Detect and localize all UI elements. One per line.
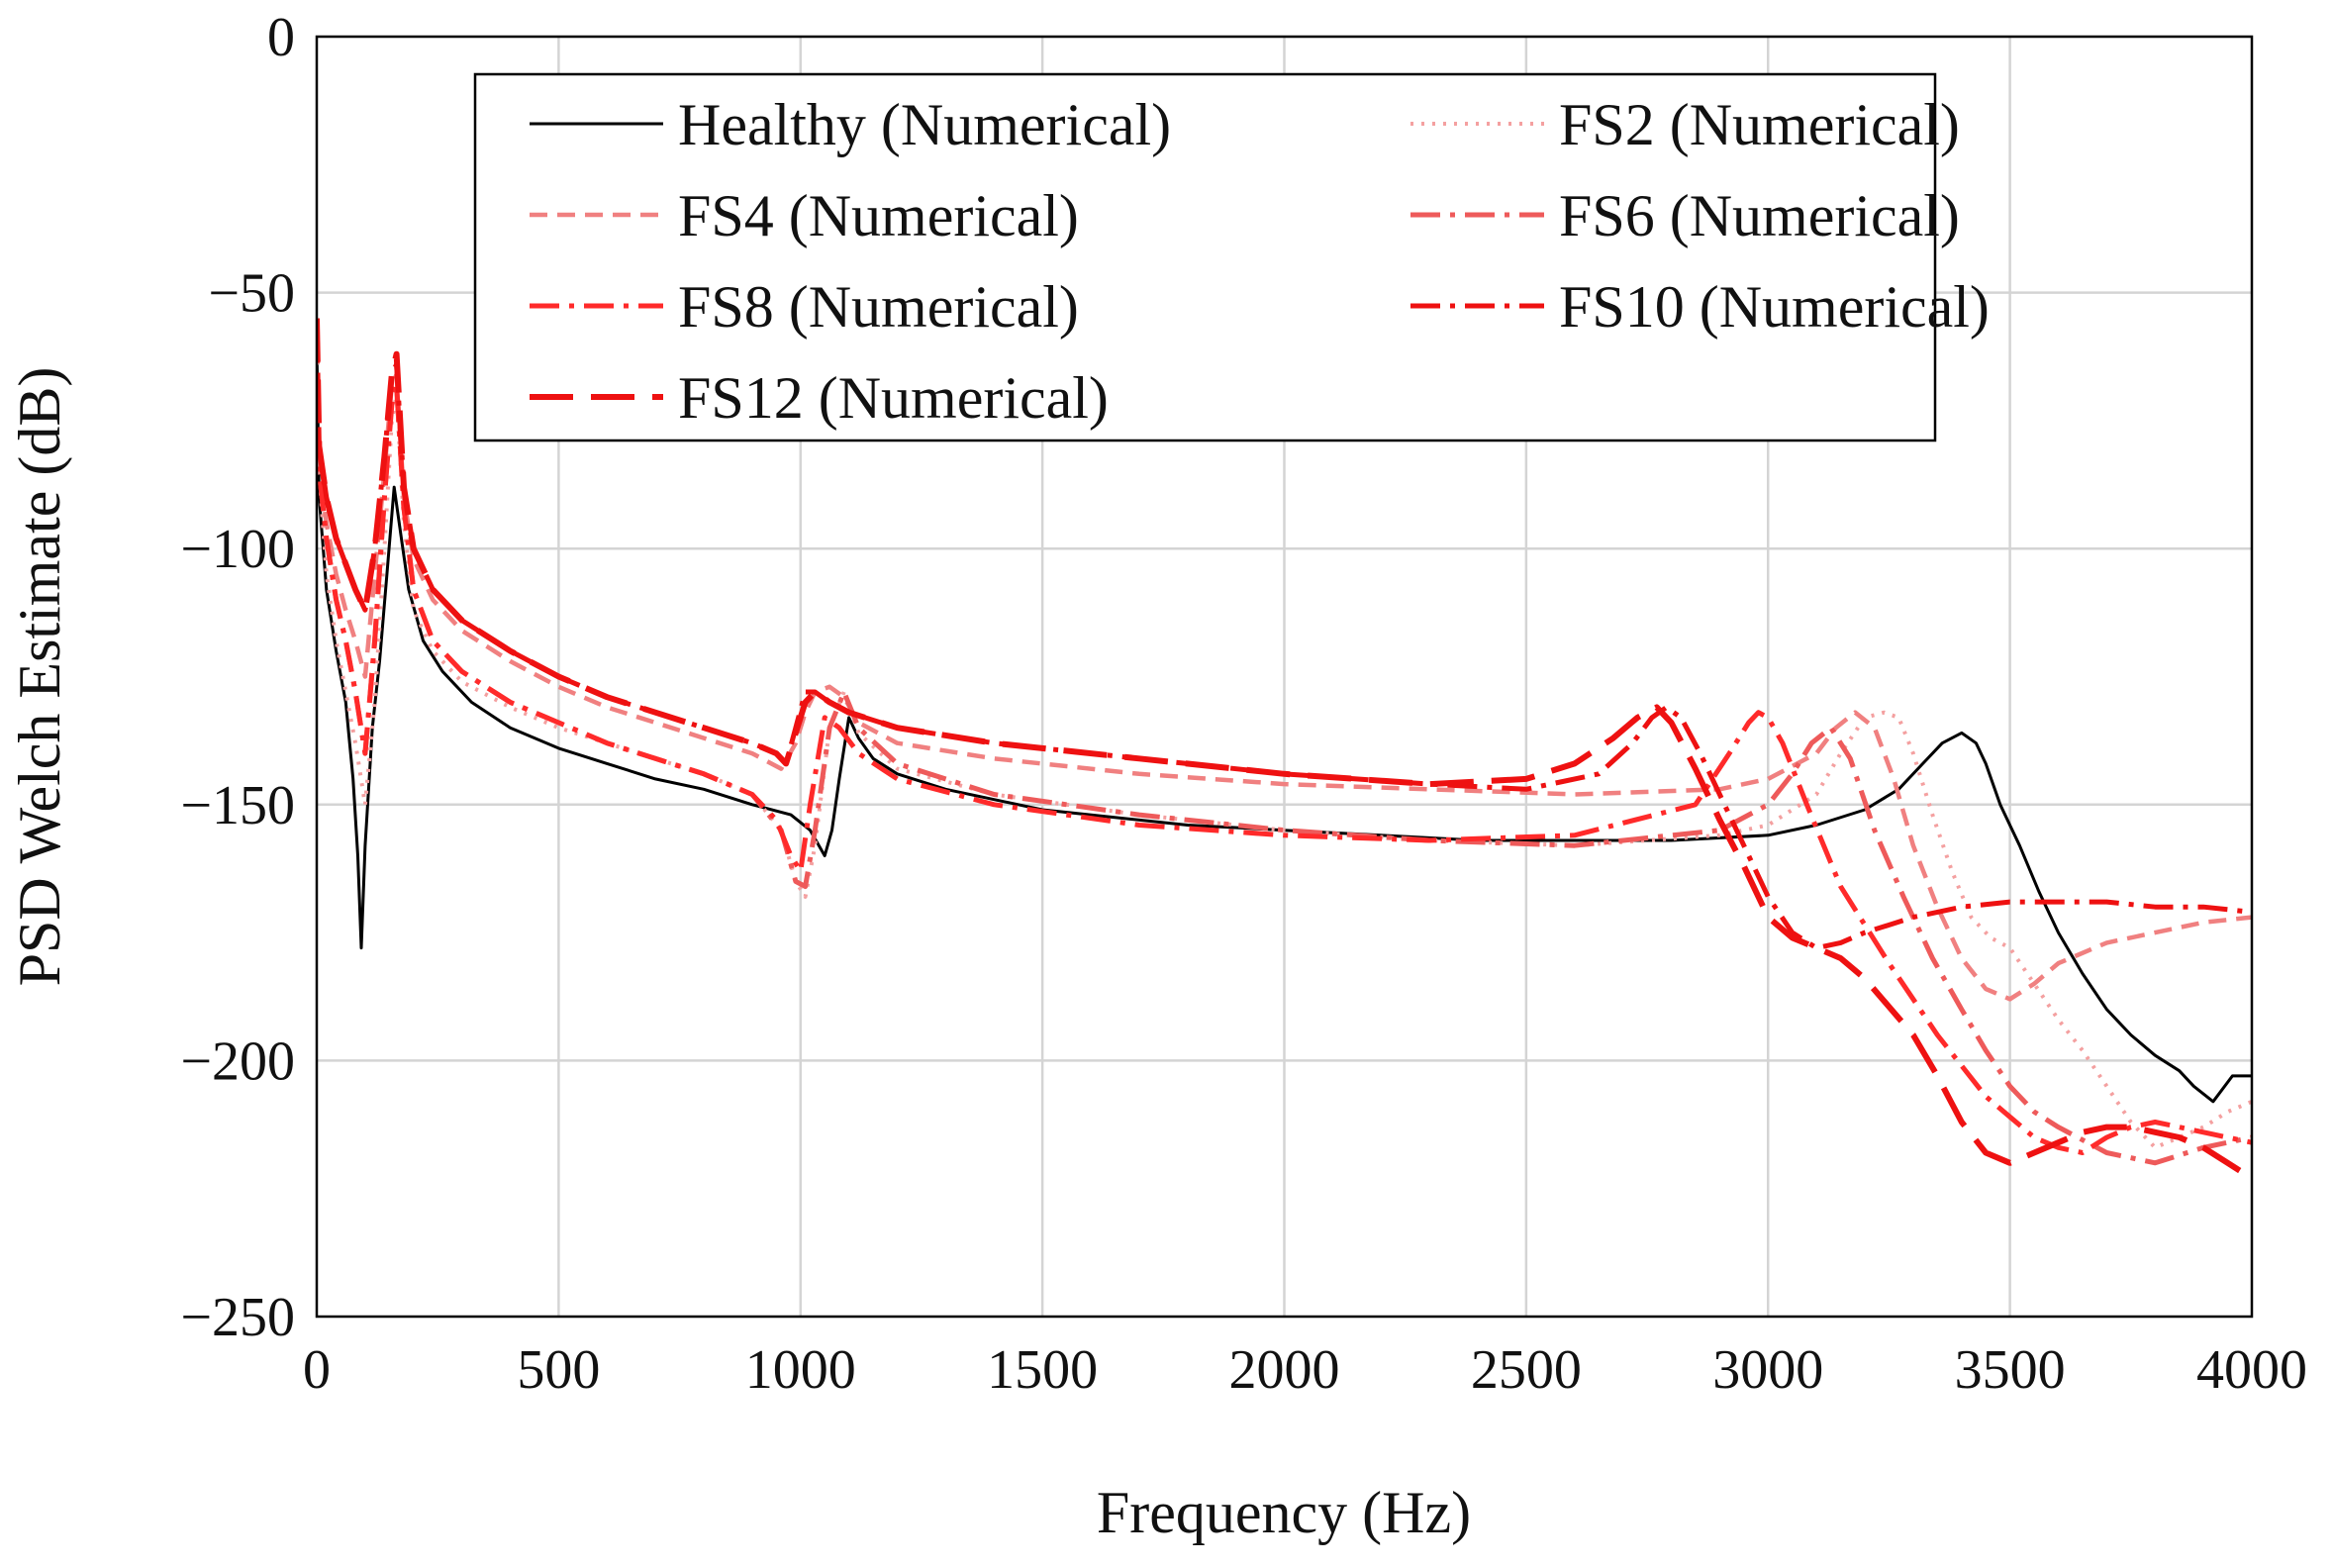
series-line-5 bbox=[317, 318, 2252, 951]
x-tick-label: 4000 bbox=[2196, 1339, 2307, 1401]
x-tick-label: 1000 bbox=[745, 1339, 856, 1401]
y-tick-label: 0 bbox=[267, 7, 295, 68]
x-tick-label: 0 bbox=[303, 1339, 331, 1401]
y-axis-label: PSD Welch Estimate (dB) bbox=[7, 367, 72, 987]
y-tick-label: −200 bbox=[180, 1030, 295, 1092]
series-layer bbox=[317, 318, 2252, 1181]
tick-labels: 0 500 1000 1500 2000 2500 3000 3500 4000 0 −50 −100… bbox=[180, 7, 2307, 1401]
legend-label-6: FS12 (Numerical) bbox=[678, 365, 1109, 431]
series-line-6 bbox=[317, 318, 2252, 1181]
legend-label-4: FS8 (Numerical) bbox=[678, 274, 1079, 340]
x-tick-label: 3500 bbox=[1955, 1339, 2066, 1401]
x-tick-label: 1500 bbox=[987, 1339, 1098, 1401]
y-tick-label: −50 bbox=[208, 263, 295, 325]
legend-label-0: Healthy (Numerical) bbox=[678, 92, 1171, 157]
x-tick-label: 500 bbox=[517, 1339, 600, 1401]
y-tick-label: −150 bbox=[180, 775, 295, 836]
y-tick-label: −250 bbox=[180, 1287, 295, 1348]
legend-label-1: FS2 (Numerical) bbox=[1559, 92, 1960, 157]
plot-frame bbox=[315, 35, 2254, 1319]
y-tick-label: −100 bbox=[180, 519, 295, 580]
x-axis-label: Frequency (Hz) bbox=[1097, 1480, 1471, 1545]
legend-label-3: FS6 (Numerical) bbox=[1559, 183, 1960, 248]
x-tick-label: 2000 bbox=[1229, 1339, 1340, 1401]
x-tick-label: 3000 bbox=[1712, 1339, 1823, 1401]
series-line-0 bbox=[317, 343, 2252, 1104]
legend-label-5: FS10 (Numerical) bbox=[1559, 274, 1990, 340]
x-tick-label: 2500 bbox=[1471, 1339, 1582, 1401]
legend-label-2: FS4 (Numerical) bbox=[678, 183, 1079, 248]
legend-box bbox=[473, 72, 1937, 442]
legend: Healthy (Numerical) FS2 (Numerical) FS4 (N… bbox=[473, 72, 1990, 442]
